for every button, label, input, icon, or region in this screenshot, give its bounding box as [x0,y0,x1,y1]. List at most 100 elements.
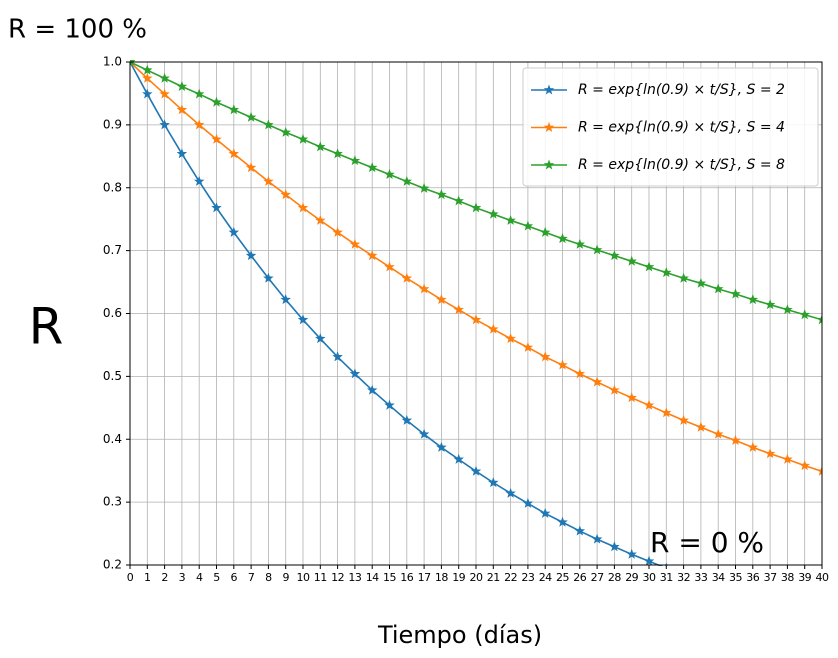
marker [297,314,309,325]
marker [315,214,326,225]
marker [280,126,291,137]
marker [245,111,257,122]
marker [522,497,534,508]
x-tick-label: 12 [331,571,344,584]
marker [574,525,586,536]
marker [661,407,672,418]
x-tick-label: 18 [435,571,448,584]
marker [470,314,482,325]
marker [557,359,568,370]
marker [765,596,775,606]
marker [609,384,620,395]
marker [349,238,361,249]
x-tick-label: 3 [179,571,186,584]
marker [591,533,603,544]
marker [730,288,741,299]
x-tick-label: 21 [487,571,500,584]
y-tick-label: 0.2 [103,558,122,572]
marker [159,119,170,130]
legend-box [522,67,819,187]
marker [748,591,758,601]
x-tick-label: 35 [729,571,742,584]
marker [712,283,724,294]
x-tick-label: 24 [539,571,552,584]
marker [453,453,464,464]
x-tick-label: 15 [383,571,396,584]
annotation: R = 0 % [650,526,764,559]
marker [228,104,240,115]
marker [315,141,326,152]
x-tick-label: 30 [643,571,656,584]
marker [626,255,637,266]
marker [418,428,430,439]
marker [211,96,222,107]
y-tick-label: 0.8 [103,180,122,194]
marker [211,133,222,144]
x-tick-label: 36 [746,571,759,584]
legend-label: R = exp{ln(0.9) × t/S}, S = 4 [578,120,785,136]
y-tick-label: 0.5 [103,369,122,383]
marker [730,586,740,596]
marker [678,414,689,425]
marker [539,507,551,518]
marker [643,399,655,410]
marker [557,516,568,527]
x-tick-label: 17 [418,571,431,584]
marker [816,314,822,325]
x-tick-label: 29 [625,571,638,584]
marker [280,189,291,200]
marker [193,175,205,186]
marker [453,195,464,206]
marker [384,399,395,410]
legend-marker [543,159,555,170]
y-tick-label: 1.0 [103,55,122,69]
marker [332,148,343,159]
marker [782,453,793,464]
marker [263,119,274,130]
marker [245,250,257,261]
marker [401,414,413,425]
x-tick-label: 9 [282,571,289,584]
marker [574,368,586,379]
x-tick-label: 19 [452,571,465,584]
marker [747,441,759,452]
marker [332,226,343,237]
marker [263,175,274,186]
marker [643,261,655,272]
x-tick-label: 14 [366,571,379,584]
marker [695,277,707,288]
marker [505,487,516,498]
legend-label: R = exp{ln(0.9) × t/S}, S = 8 [578,157,785,173]
x-tick-label: 37 [764,571,777,584]
x-tick-label: 0 [127,571,134,584]
marker [159,72,170,83]
marker [609,541,620,552]
marker [712,428,724,439]
marker [626,548,637,559]
x-tick-label: 10 [297,571,310,584]
x-tick-label: 33 [694,571,707,584]
x-tick-label: 1 [144,571,151,584]
marker [401,175,413,186]
marker [782,600,792,610]
marker [747,294,759,305]
x-tick-label: 8 [265,571,272,584]
grid [126,61,823,569]
marker [470,202,482,213]
y-tick-label: 0.9 [103,117,122,131]
x-tick-label: 6 [231,571,238,584]
marker [193,88,205,99]
marker [176,81,188,91]
x-tick-label: 11 [314,571,327,584]
marker [366,162,378,173]
x-tick-label: 39 [798,571,811,584]
marker [626,392,637,403]
marker [799,605,809,615]
marker [522,341,534,352]
marker [228,148,240,159]
marker [817,609,827,619]
marker [297,202,309,213]
marker [678,272,689,283]
x-tick-label: 4 [196,571,203,584]
